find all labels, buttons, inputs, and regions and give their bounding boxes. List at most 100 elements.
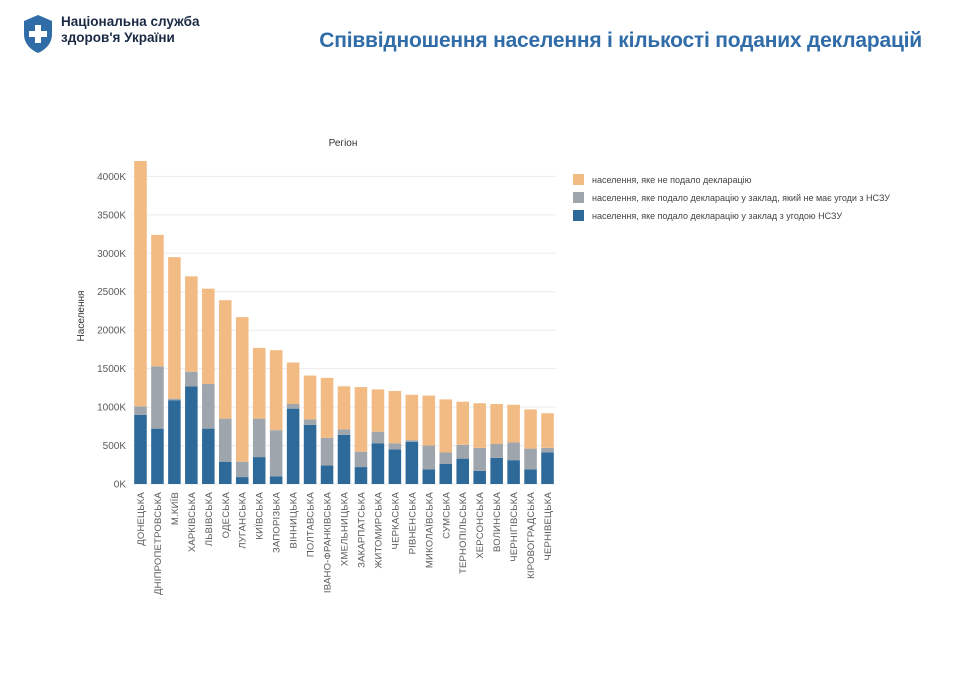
bar-segment xyxy=(439,464,453,484)
bar-segment xyxy=(269,350,283,431)
y-axis-title: Населення xyxy=(76,291,87,342)
x-tick-label: ХМЕЛЬНИЦЬКА xyxy=(340,492,351,567)
bar-segment xyxy=(252,347,266,419)
shield-cross-icon xyxy=(24,15,52,53)
bar-segment xyxy=(252,457,266,484)
x-tick-label: ЗАПОРІЗЬКА xyxy=(272,492,283,553)
bar-segment xyxy=(219,300,232,419)
bar-segment xyxy=(524,448,537,470)
org-logo[interactable]: Національна служба здоров'я України xyxy=(22,14,200,54)
legend-swatch xyxy=(573,210,584,221)
bar-segment xyxy=(354,387,368,452)
bar-segment xyxy=(269,430,283,477)
chart-title: Регіон xyxy=(329,138,358,149)
bar-segment xyxy=(507,404,520,443)
legend: населення, яке не подало декларацію насел… xyxy=(573,174,890,221)
y-tick-label: 500K xyxy=(103,441,127,452)
x-tick-label: ПОЛТАВСЬКА xyxy=(306,492,317,558)
bar-segment xyxy=(151,366,164,429)
bar-segment xyxy=(151,428,164,484)
bar-segment xyxy=(456,401,469,445)
bar-segment xyxy=(422,445,436,470)
bar-segment xyxy=(185,386,198,484)
legend-swatch xyxy=(573,174,584,185)
legend-swatch xyxy=(573,192,584,203)
bar-segment xyxy=(422,395,436,446)
bar-segment xyxy=(303,419,317,425)
bar-segment xyxy=(286,362,300,405)
x-tick-label: ВОЛИНСЬКА xyxy=(492,492,503,552)
bar-segment xyxy=(541,413,554,448)
bar-segment xyxy=(507,442,520,461)
y-tick-label: 2000K xyxy=(97,326,126,337)
bar-segment xyxy=(405,440,419,442)
x-tick-label: М.КИЇВ xyxy=(170,492,181,525)
x-tick-label: ІВАНО-ФРАНКІВСЬКА xyxy=(323,492,334,594)
x-tick-label: ХАРКІВСЬКА xyxy=(187,492,198,553)
y-tick-label: 1000K xyxy=(97,403,126,414)
bar-segment xyxy=(371,389,385,432)
y-tick-label: 4000K xyxy=(97,172,126,183)
bar-segment xyxy=(202,288,215,385)
legend-label: населення, яке подало декларацію у закла… xyxy=(592,211,842,221)
legend-label: населення, яке подало декларацію у закла… xyxy=(592,193,890,203)
x-tick-label: ЗАКАРПАТСЬКА xyxy=(356,492,367,568)
bar-segment xyxy=(388,390,402,444)
bar-segment xyxy=(134,161,147,407)
y-tick-label: 0K xyxy=(114,480,127,491)
org-name-line1: Національна служба xyxy=(61,14,200,29)
bar-segment xyxy=(456,444,469,459)
bar-segment xyxy=(286,408,300,484)
bar-segment xyxy=(185,276,198,372)
y-tick-label: 1500K xyxy=(97,364,126,375)
bar-segment xyxy=(439,452,453,465)
bar-segment xyxy=(524,469,537,484)
bar-segment xyxy=(490,404,503,445)
bar-segment xyxy=(269,476,283,484)
bar-segment xyxy=(388,443,402,450)
x-tick-label: РІВНЕНСЬКА xyxy=(407,492,418,555)
bar-segment xyxy=(219,418,232,462)
bar-segment xyxy=(134,414,147,484)
bar-segment xyxy=(134,406,147,415)
bar-segment xyxy=(507,460,520,484)
bar-segment xyxy=(371,443,385,484)
bar-segment xyxy=(388,449,402,484)
bar-segment xyxy=(219,461,232,484)
y-axis-ticks: 0K 500K 1000K 1500K 2000K 2500K 3000K 3500K 4000… xyxy=(97,172,126,491)
x-tick-label: ОДЕСЬКА xyxy=(221,492,232,539)
bar-segment xyxy=(320,465,334,484)
x-tick-label: МИКОЛАЇВСЬКА xyxy=(424,492,435,569)
bar-segment xyxy=(541,447,554,453)
bar-segment xyxy=(473,447,486,471)
x-tick-label: ЧЕРКАСЬКА xyxy=(390,492,401,550)
bar-segment xyxy=(337,429,351,435)
legend-label: населення, яке не подало декларацію xyxy=(592,175,752,185)
x-tick-label: ЛЬВІВСЬКА xyxy=(204,492,215,547)
bar-segment xyxy=(252,418,266,458)
x-tick-label: ВІННИЦЬКА xyxy=(289,492,300,549)
bar-segment xyxy=(235,477,249,484)
bar-segment xyxy=(473,470,486,484)
bar-segment xyxy=(422,469,436,484)
x-tick-label: ДНІПРОПЕТРОВСЬКА xyxy=(153,492,164,595)
bar-segment xyxy=(405,394,419,441)
x-tick-label: ЖИТОМИРСЬКА xyxy=(373,492,384,569)
y-tick-label: 3500K xyxy=(97,210,126,221)
bar-segment xyxy=(303,424,317,484)
bar-segment xyxy=(354,467,368,484)
bar-segment xyxy=(456,458,469,484)
x-tick-label: ЧЕРНІГІВСЬКА xyxy=(509,492,520,562)
bar-segment xyxy=(151,234,164,367)
x-tick-label: ДОНЕЦЬКА xyxy=(136,492,147,546)
bar-segment xyxy=(235,461,249,478)
y-tick-label: 3000K xyxy=(97,249,126,260)
bar-segment xyxy=(185,371,198,387)
bar-segment xyxy=(337,386,351,430)
bar-segment xyxy=(320,377,334,438)
bar-segment xyxy=(168,400,181,484)
bar-segment xyxy=(320,437,334,466)
x-tick-label: ЧЕРНІВЕЦЬКА xyxy=(543,492,554,561)
x-tick-label: ТЕРНОПІЛЬСЬКА xyxy=(458,492,469,574)
